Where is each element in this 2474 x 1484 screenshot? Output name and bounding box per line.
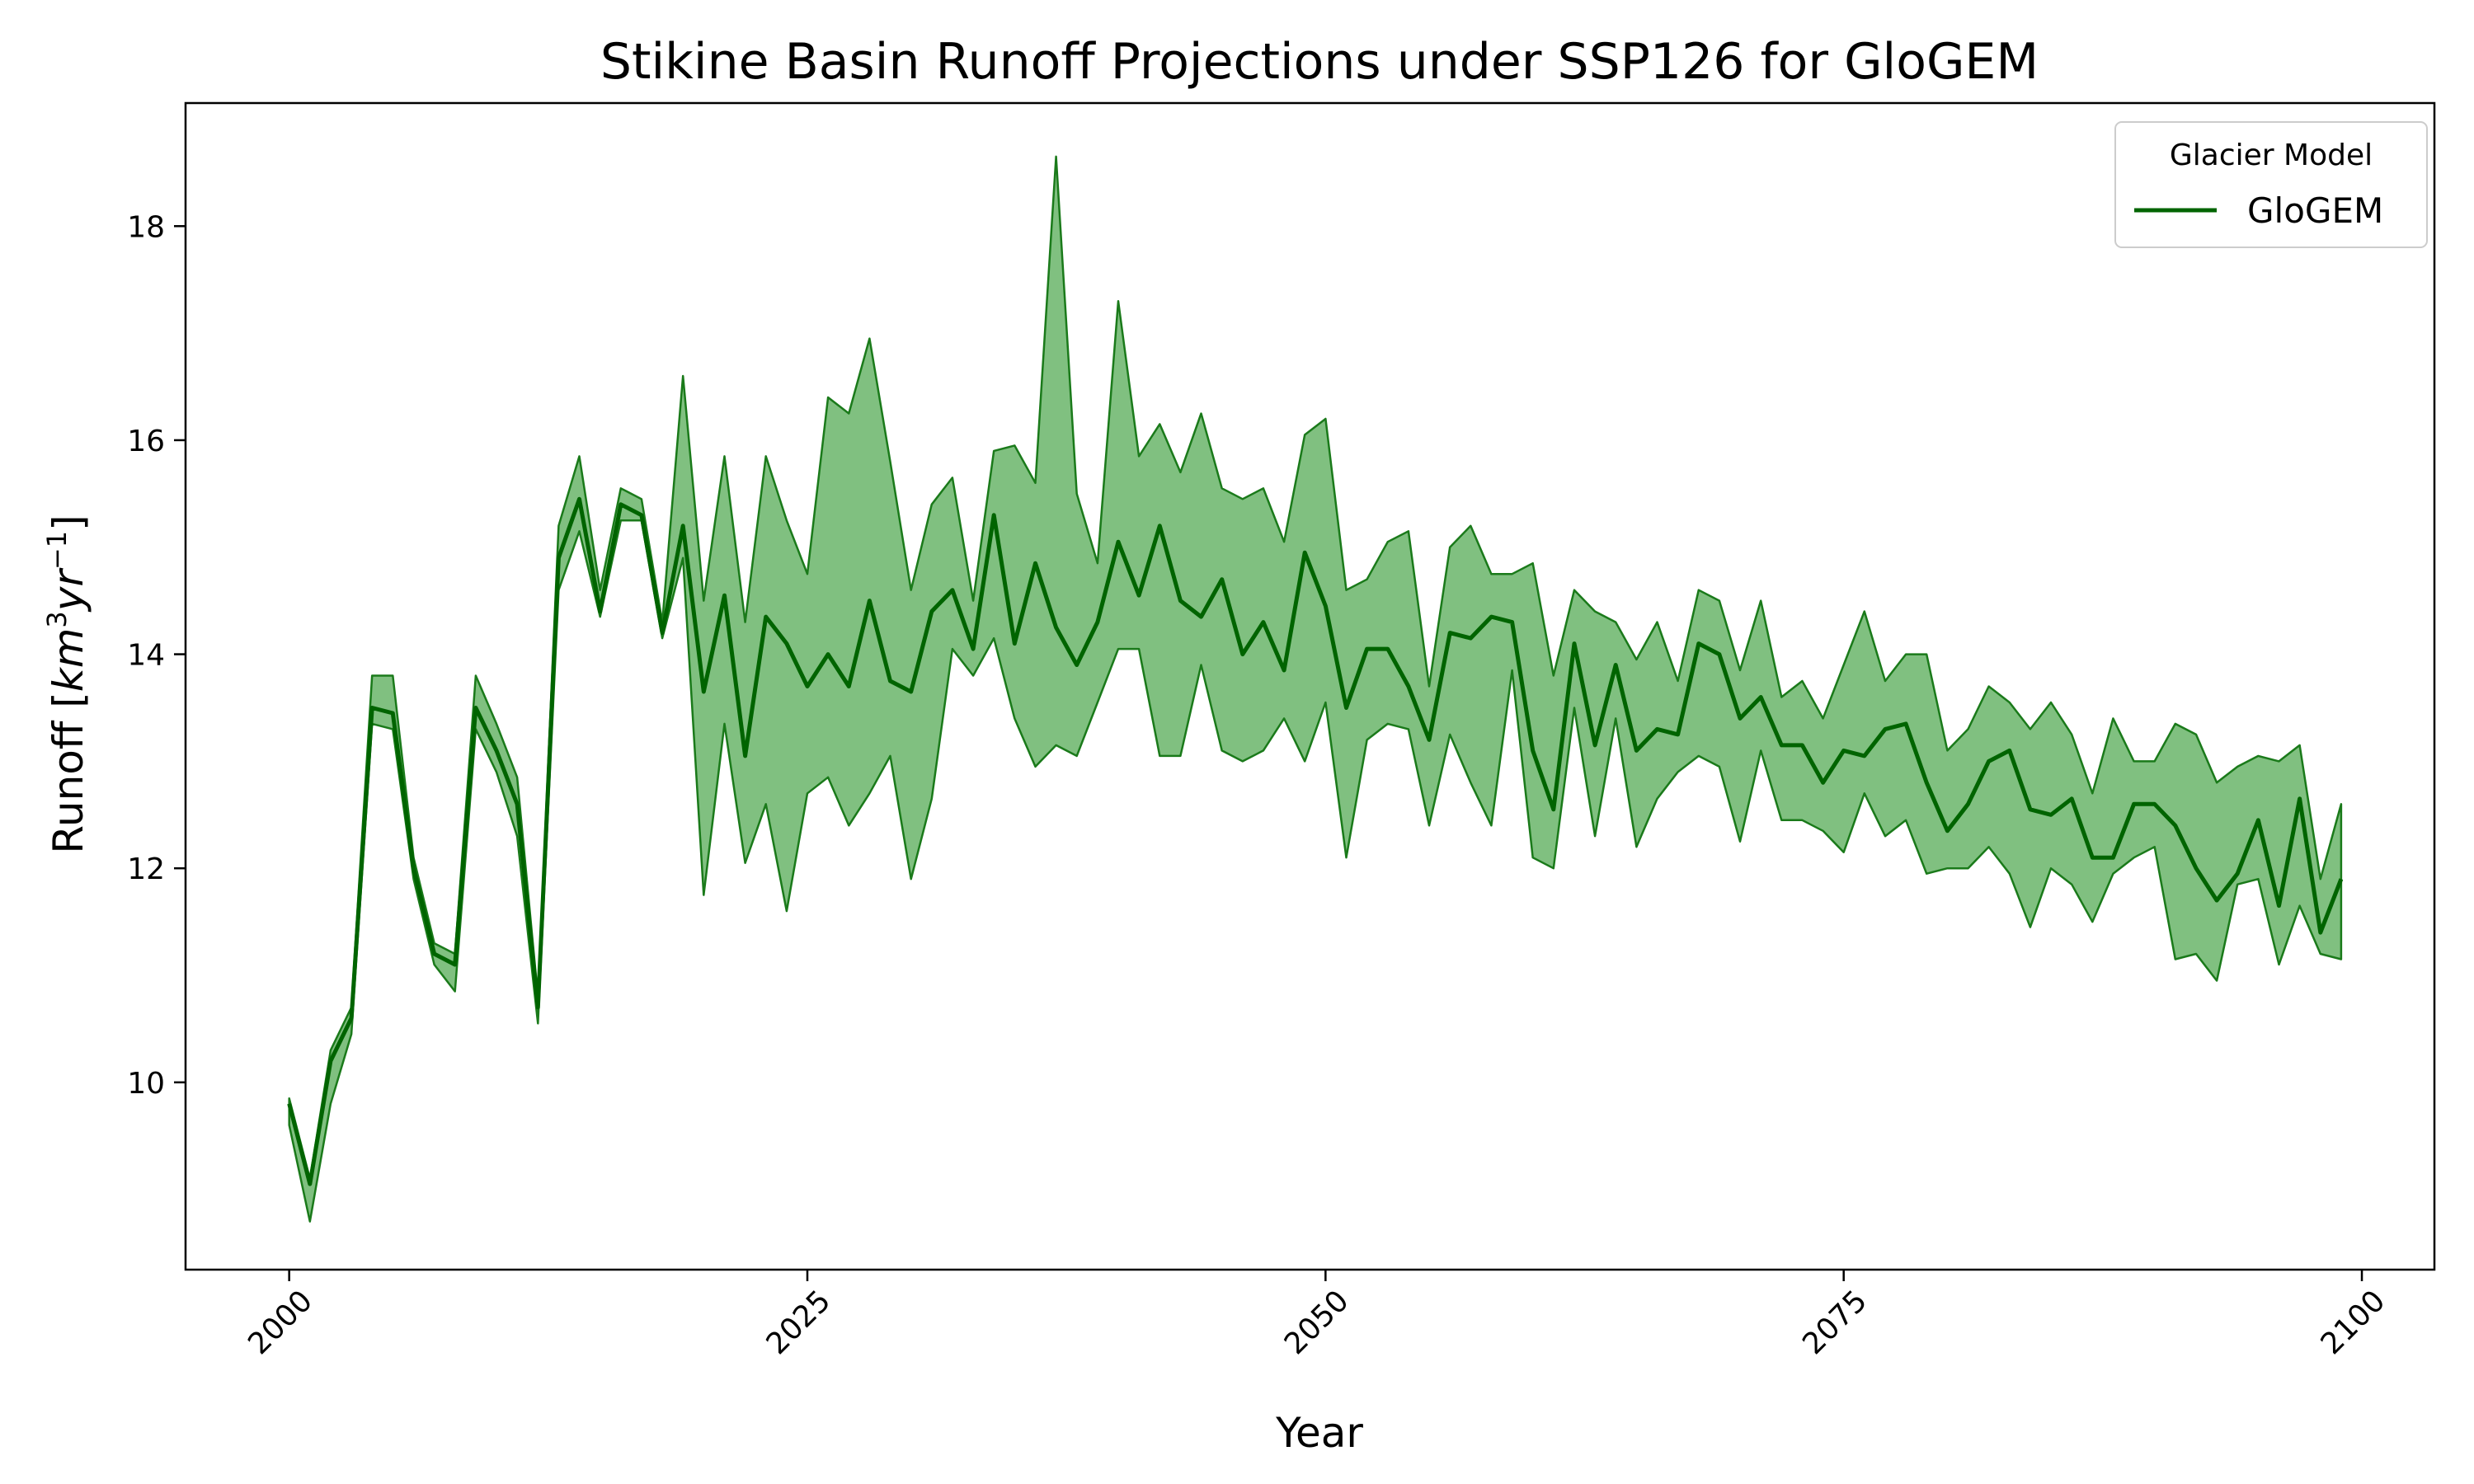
x-axis: 2000 2025 2050 2075 2100: [242, 1270, 2392, 1361]
legend-entry-glogem: GloGEM: [2247, 190, 2383, 231]
x-tick-label: 2050: [1278, 1284, 1356, 1361]
y-axis-unit-yr: yr: [45, 567, 92, 613]
series-line-glogem: [287, 496, 2344, 1186]
x-tick-label: 2075: [1796, 1284, 1874, 1361]
y-axis: 10 12 14 16 18: [127, 210, 186, 1101]
y-tick-label: 16: [127, 425, 165, 458]
plot-frame: [184, 101, 2436, 1271]
x-axis-label: Year: [1275, 1409, 1363, 1457]
y-axis-unit-exp2: −1: [41, 531, 73, 570]
x-tick-label: 2000: [242, 1284, 319, 1361]
x-tick-label: 2025: [760, 1284, 838, 1361]
y-tick-label: 18: [127, 210, 165, 244]
y-axis-unit-exp1: 3: [41, 611, 73, 627]
legend-box: [2114, 121, 2428, 248]
y-tick-label: 10: [127, 1067, 165, 1101]
plot-area: [184, 101, 2436, 1271]
y-axis-unit-km: km: [45, 628, 92, 693]
chart-title: Stikine Basin Runoff Projections under S…: [600, 33, 2039, 91]
y-axis-unit-close: ]: [45, 514, 92, 531]
x-tick-label: 2100: [2315, 1284, 2392, 1361]
y-tick-label: 14: [127, 639, 165, 673]
uncertainty-band: [288, 155, 2343, 1223]
y-tick-label: 12: [127, 852, 165, 886]
legend: Glacier Model GloGEM: [2114, 121, 2428, 248]
y-axis-label-text: Runoff [: [45, 692, 92, 853]
y-axis-label: Runoff [km3yr−1]: [41, 514, 92, 853]
legend-title: Glacier Model: [2170, 139, 2373, 172]
